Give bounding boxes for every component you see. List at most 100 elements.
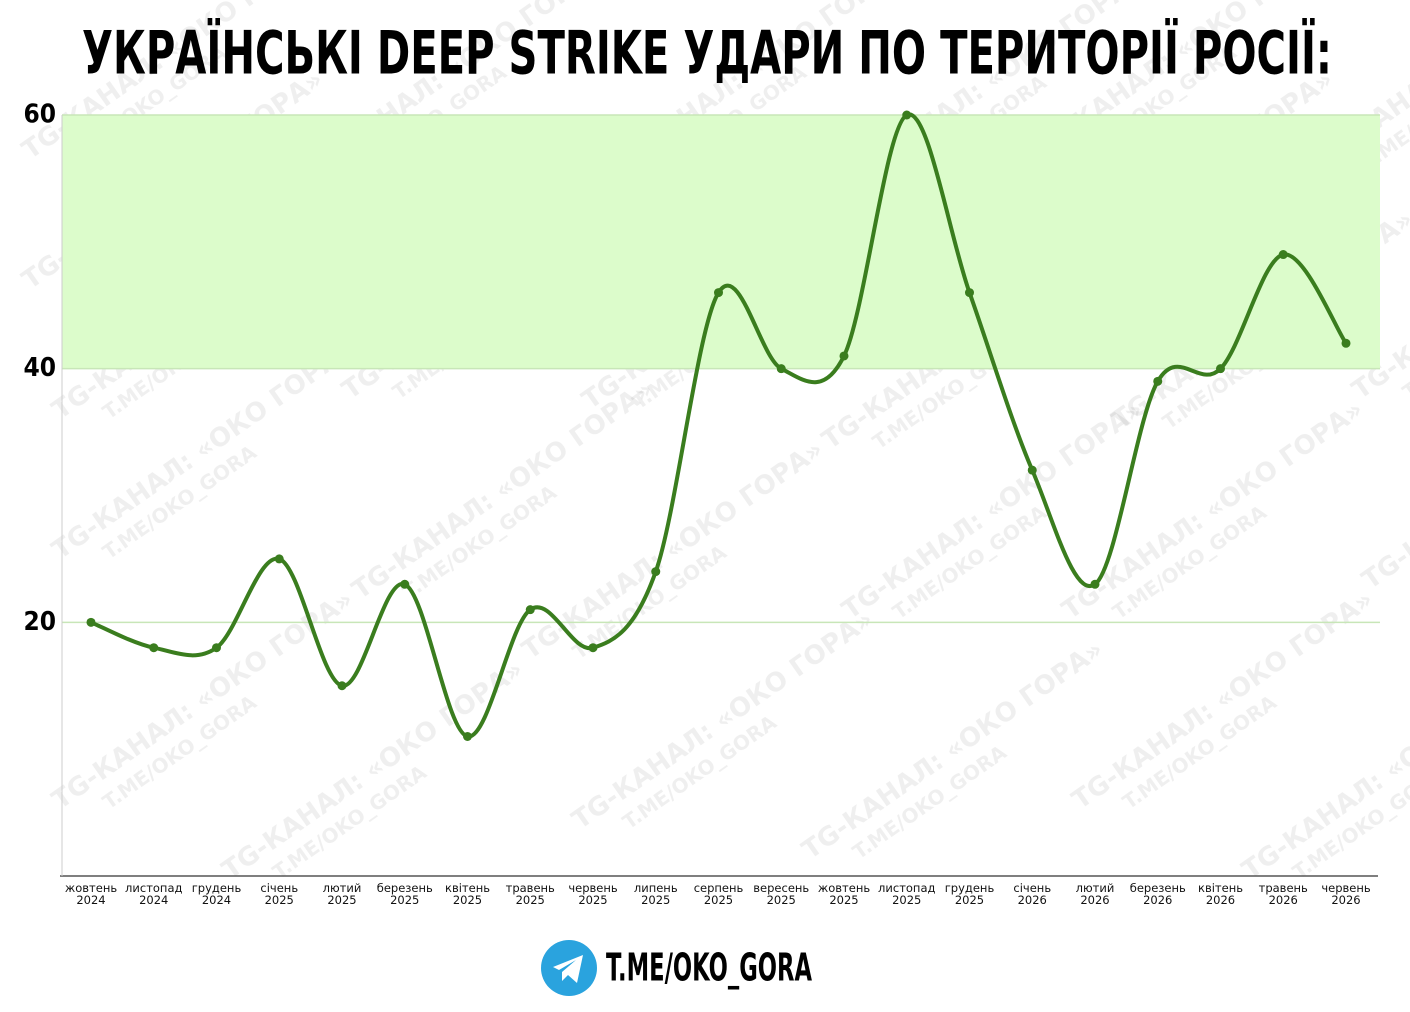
x-tick-label-line: 2026 (1080, 893, 1109, 907)
data-line (90, 112, 1348, 739)
x-tick-label-line: квітень (445, 881, 490, 895)
x-tick-label: січень 2026 (1013, 881, 1051, 907)
x-tick-label: лютий 2025 (323, 881, 362, 907)
x-tick-label-line: червень (568, 881, 618, 895)
y-tick-label: 20 (23, 607, 56, 637)
x-tick-label: лютий 2026 (1076, 881, 1115, 907)
x-tick-label: листопад 2025 (878, 881, 935, 907)
x-tick-label-line: травень (1259, 881, 1308, 895)
x-tick-label-line: 2024 (76, 893, 105, 907)
data-point (1090, 579, 1100, 589)
x-tick-label-line: 2025 (327, 893, 356, 907)
x-tick-label: квітень 2026 (1198, 881, 1243, 907)
x-tick-label-line: листопад (125, 881, 182, 895)
data-point (1341, 338, 1351, 348)
x-tick-label-line: 2025 (767, 893, 796, 907)
data-point (839, 351, 849, 361)
x-tick-label-line: березень (377, 881, 433, 895)
data-point (651, 567, 661, 577)
data-point (1153, 376, 1163, 386)
watermark: TG-КАНАЛ: «ОКО ГОРА»T.ME/OKO_GORA (797, 635, 1109, 866)
x-tick-label: жовтень 2025 (818, 881, 870, 907)
x-tick-label: серпень 2025 (694, 881, 744, 907)
data-point (212, 643, 221, 653)
x-tick-label-line: квітень (1198, 881, 1243, 895)
data-point (86, 617, 96, 627)
x-tick-label-line: 2025 (265, 893, 294, 907)
x-tick-label: квітень 2025 (445, 881, 490, 907)
watermark-text: TG-КАНАЛ: «ОКО ГОРА» (217, 655, 529, 886)
y-tick-label: 60 (23, 100, 56, 130)
x-tick-label-line: травень (506, 881, 555, 895)
x-tick-label: січень 2025 (260, 881, 298, 907)
data-point (714, 288, 723, 298)
data-point (1216, 364, 1225, 374)
x-tick-label: вересень 2025 (753, 881, 809, 907)
x-tick-label-line: жовтень (65, 881, 117, 895)
data-point (588, 643, 598, 653)
x-tick-label: листопад 2024 (125, 881, 182, 907)
x-tick-label: грудень 2025 (945, 881, 995, 907)
telegram-plane (553, 955, 583, 983)
x-tick-label-line: 2024 (202, 893, 231, 907)
x-tick-label-line: липень (634, 881, 678, 895)
data-point (525, 605, 535, 615)
footer-link[interactable]: T.ME/OKO_GORA (606, 946, 812, 990)
x-tick-label-line: 2025 (578, 893, 607, 907)
x-tick-label-line: лютий (1076, 881, 1115, 895)
x-tick-label-line: 2025 (829, 893, 858, 907)
data-point (902, 110, 912, 120)
x-tick-label-line: 2025 (704, 893, 733, 907)
data-point (1027, 465, 1037, 475)
x-tick-label-line: 2025 (892, 893, 921, 907)
x-tick-label: березень 2026 (1130, 881, 1186, 907)
x-tick-label-line: червень (1321, 881, 1371, 895)
x-tick-label-line: березень (1130, 881, 1186, 895)
x-tick-label-line: 2026 (1018, 893, 1047, 907)
x-tick-label-line: 2025 (390, 893, 419, 907)
x-tick-label-line: листопад (878, 881, 935, 895)
x-tick-label: березень 2025 (377, 881, 433, 907)
watermark-text: TG-КАНАЛ: «ОКО ГОРА» (797, 635, 1109, 866)
x-tick-label-line: жовтень (818, 881, 870, 895)
watermark-text: TG-КАНАЛ: «ОКО ГОРА» (1067, 585, 1379, 816)
data-point (965, 288, 974, 298)
x-tick-label-line: 2026 (1331, 893, 1360, 907)
x-tick-label: червень 2025 (568, 881, 618, 907)
x-tick-label-line: 2024 (139, 893, 168, 907)
x-tick-label-line: лютий (323, 881, 362, 895)
x-tick-label-line: серпень (694, 881, 744, 895)
watermark-text: TG-КАНАЛ: «ОКО ГОРА» (347, 375, 659, 606)
x-tick-label: травень 2025 (506, 881, 555, 907)
data-point (463, 731, 472, 741)
x-tick-label-line: 2025 (516, 893, 545, 907)
data-point (274, 554, 284, 564)
data-point (400, 579, 410, 589)
data-point (337, 681, 347, 691)
x-tick-label: травень 2026 (1259, 881, 1308, 907)
watermark-text: TG-КАНАЛ: «ОКО ГОРА» (517, 435, 829, 666)
watermark: TG-КАНАЛ: «ОКО ГОРА»T.ME/OKO_GORA (517, 435, 829, 666)
x-tick-label-line: 2026 (1143, 893, 1172, 907)
data-point (149, 643, 159, 653)
highlight-band (62, 115, 1380, 369)
x-tick-label: червень 2026 (1321, 881, 1371, 907)
data-point (1278, 250, 1288, 260)
x-tick-label-line: грудень (192, 881, 242, 895)
chart-title: УКРАЇНСЬКІ DEEP STRIKE УДАРИ ПО ТЕРИТОРІ… (82, 17, 1332, 89)
x-tick-label-line: грудень (945, 881, 995, 895)
x-tick-label-line: 2025 (641, 893, 670, 907)
x-tick-label: липень 2025 (634, 881, 678, 907)
y-tick-label: 40 (23, 353, 56, 383)
x-tick-label-line: січень (260, 881, 298, 895)
x-tick-label-line: 2026 (1269, 893, 1298, 907)
x-tick-label-line: 2026 (1206, 893, 1235, 907)
data-point (776, 364, 786, 374)
x-tick-label-line: 2025 (453, 893, 482, 907)
x-tick-label-line: січень (1013, 881, 1051, 895)
x-tick-label: грудень 2024 (192, 881, 242, 907)
x-tick-label-line: вересень (753, 881, 809, 895)
x-tick-label: жовтень 2024 (65, 881, 117, 907)
